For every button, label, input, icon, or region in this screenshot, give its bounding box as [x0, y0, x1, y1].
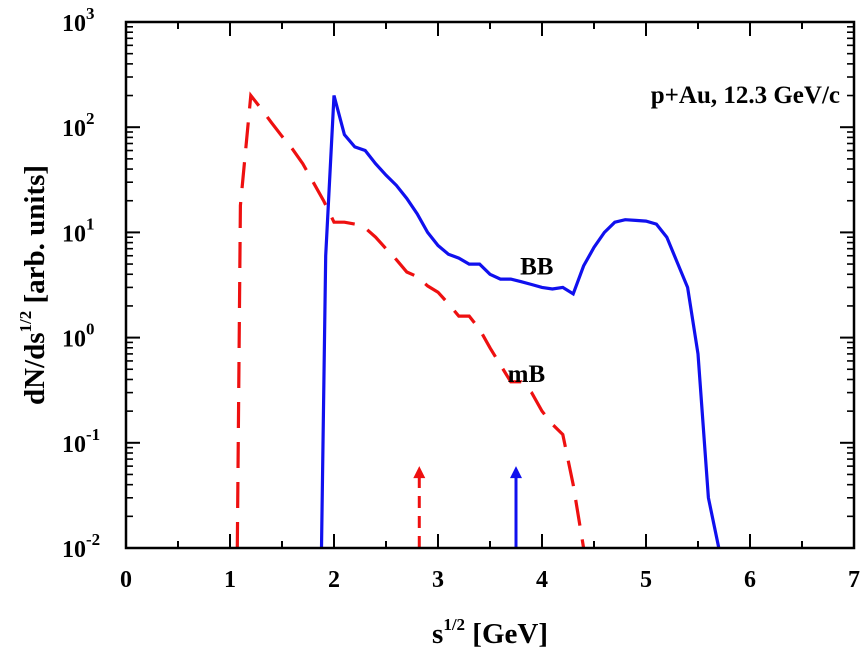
x-tick-label: 0	[120, 567, 132, 593]
chart-title: p+Au, 12.3 GeV/c	[651, 82, 840, 109]
y-axis-label: dN/ds1/2 [arb. units]	[16, 165, 51, 405]
x-axis-label: s1/2 [GeV]	[432, 615, 548, 650]
y-tick-label: 10-2	[62, 530, 100, 563]
marker-arrowhead	[413, 466, 426, 479]
plot-frame	[124, 20, 856, 550]
y-tick-labels: 10-2 10-1 100 101 102 103	[62, 4, 100, 563]
arrows	[413, 466, 522, 548]
y-tick-label: 101	[62, 214, 95, 247]
series-label-BB: BB	[520, 253, 553, 280]
y-tick-label: 102	[62, 109, 95, 142]
x-tick-label: 5	[640, 567, 652, 593]
series-line-BB	[319, 95, 721, 548]
y-tick-label: 103	[62, 4, 95, 37]
x-tick-label: 6	[744, 567, 756, 593]
x-tick-label: 2	[328, 567, 340, 593]
marker-arrowhead	[510, 466, 522, 479]
series-line-mB	[235, 91, 586, 548]
y-tick-label: 10-1	[62, 425, 100, 458]
x-tick-label: 4	[536, 567, 548, 593]
x-tick-labels: 0 1 2 3 4 5 6 7	[120, 567, 860, 593]
y-tick-label: 100	[62, 320, 95, 353]
x-tick-label: 7	[848, 567, 860, 593]
x-tick-label: 1	[224, 567, 236, 593]
x-tick-label: 3	[432, 567, 444, 593]
series-label-mB: mB	[508, 361, 546, 388]
